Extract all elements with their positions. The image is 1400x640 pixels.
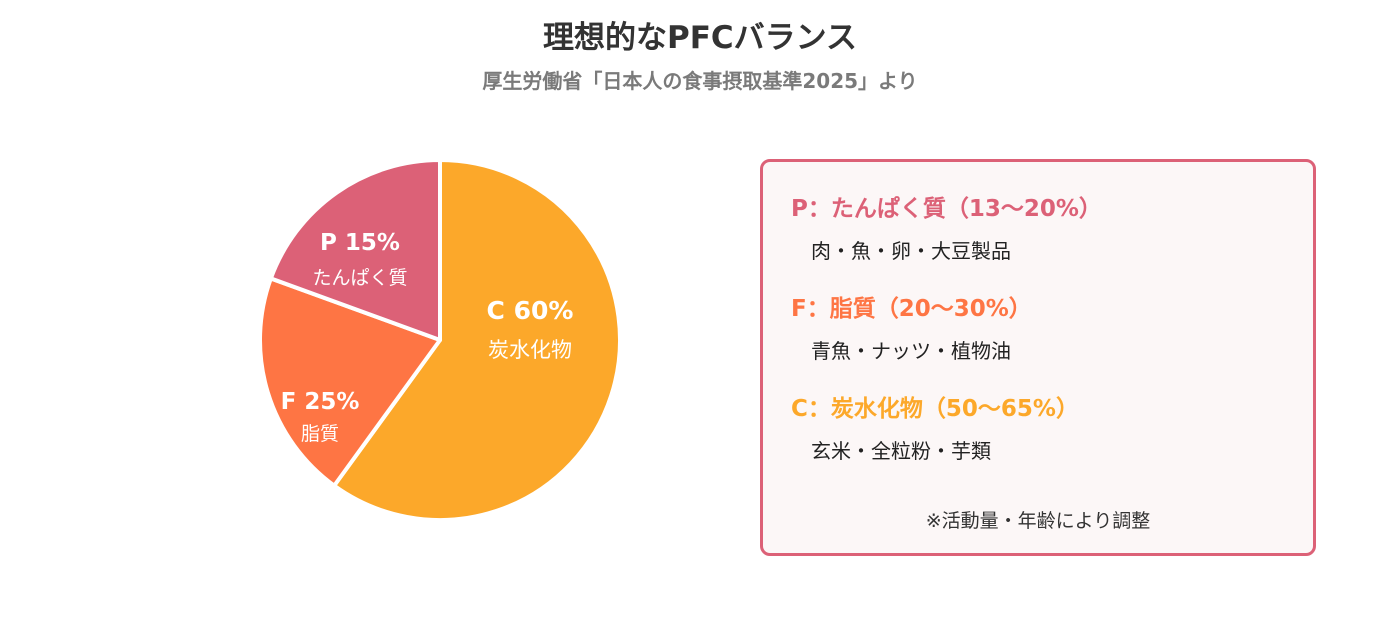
fat-foods: 青魚・ナッツ・植物油 (811, 339, 1011, 363)
slice-percent-label-f: F 25% (281, 389, 360, 415)
carb-heading: C：炭水化物（50〜65%） (791, 396, 1079, 422)
carb-foods: 玄米・全粒粉・芋類 (811, 439, 991, 463)
slice-percent-label-p: P 15% (320, 230, 400, 256)
chart-title: 理想的なPFCバランス (542, 20, 858, 56)
protein-heading: P：たんぱく質（13〜20%） (791, 196, 1102, 222)
pie-slice-p (268, 158, 442, 342)
pie-slice-f (258, 276, 442, 488)
chart-subtitle: 厚生労働省「日本人の食事摂取基準2025」より (482, 69, 918, 93)
pie-slice-c (332, 158, 622, 522)
slice-name-label-f: 脂質 (301, 423, 339, 445)
protein-foods: 肉・魚・卵・大豆製品 (811, 239, 1011, 263)
pfc-pie-chart: C 60% 炭水化物 F 25% 脂質 P 15% たんぱく質 (258, 158, 622, 522)
pfc-info-box: P：たんぱく質（13〜20%） 肉・魚・卵・大豆製品 F：脂質（20〜30%） … (760, 159, 1316, 556)
slice-name-label-p: たんぱく質 (312, 267, 407, 289)
slice-percent-label-c: C 60% (487, 296, 574, 325)
fat-heading: F：脂質（20〜30%） (791, 296, 1032, 322)
adjustment-note: ※活動量・年齢により調整 (925, 510, 1151, 532)
slice-name-label-c: 炭水化物 (488, 338, 572, 362)
